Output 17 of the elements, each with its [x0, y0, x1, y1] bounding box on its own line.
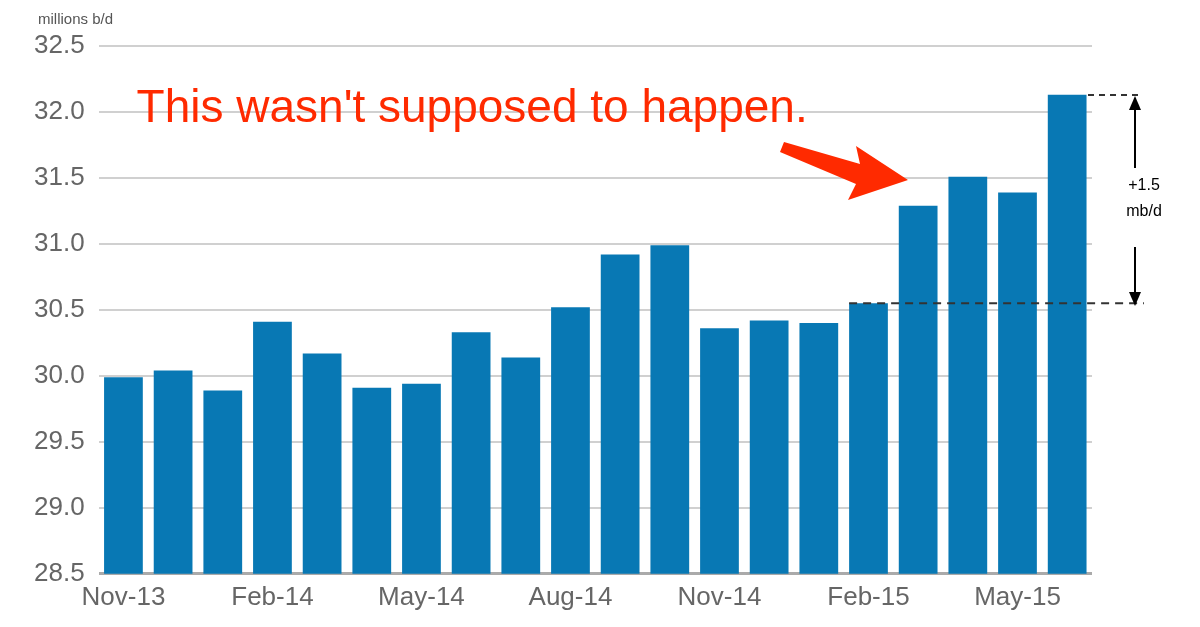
- x-tick-label: Feb-14: [231, 580, 314, 611]
- y-tick-label: 30.0: [33, 359, 85, 390]
- x-tick-label: Feb-15: [827, 580, 910, 611]
- y-axis-title: millions b/d: [38, 10, 114, 27]
- x-tick-label: May-14: [378, 580, 465, 611]
- x-tick-label: Nov-14: [677, 580, 762, 611]
- x-tick-label: May-15: [974, 580, 1061, 611]
- x-tick-label: Aug-14: [528, 580, 613, 611]
- y-tick-label: 32.0: [33, 95, 85, 126]
- y-tick-label: 31.5: [33, 161, 85, 192]
- text: +1.5 mb/d: [1126, 176, 1162, 220]
- annotation: This wasn't supposed to happen.: [136, 80, 808, 132]
- y-tick-label: 31.0: [33, 227, 85, 258]
- y-tick-label: 29.5: [33, 425, 85, 456]
- y-tick-label: 30.5: [33, 293, 85, 324]
- y-tick-label: 32.5: [33, 29, 85, 60]
- y-tick-label: 29.0: [33, 491, 85, 521]
